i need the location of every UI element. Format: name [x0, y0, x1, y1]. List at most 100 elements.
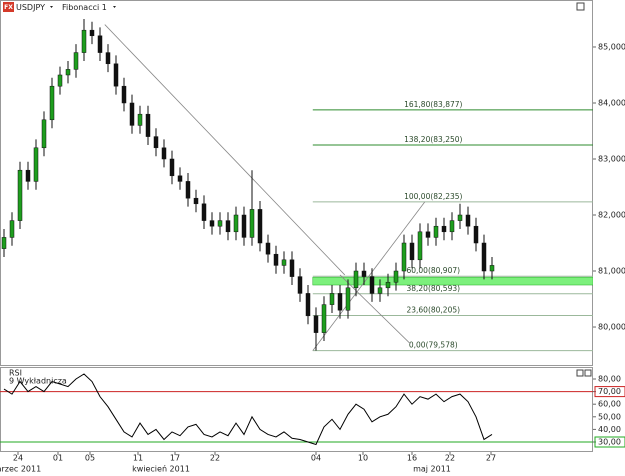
trend-line — [339, 274, 411, 345]
candle-body — [177, 175, 183, 182]
y-tick-label: 85,000 — [598, 42, 625, 51]
month-label: marzec 2011 — [0, 465, 41, 474]
candle-body — [361, 270, 367, 277]
candle-body — [217, 220, 223, 227]
candle-body — [97, 35, 103, 53]
rsi-panel — [0, 367, 593, 452]
candle-body — [209, 220, 215, 227]
candle-body — [417, 231, 423, 261]
candle-body — [1, 237, 7, 249]
x-tick-label: 22 — [210, 454, 220, 463]
price-plot: 161,80(83,877) 138,20(83,250) 100,00(82,23… — [1, 18, 593, 352]
candle-body — [425, 231, 431, 238]
rsi-subtitle: 9 Wykładnicza — [9, 377, 67, 386]
rsi-line — [3, 373, 493, 446]
x-tick-label: 17 — [170, 454, 180, 463]
x-tick-label: 16 — [407, 454, 417, 463]
x-tick-label: 01 — [53, 454, 63, 463]
maximize-button[interactable] — [576, 2, 585, 11]
trend-line — [104, 24, 346, 276]
fib-label: 60,00(80,907) — [406, 266, 460, 275]
x-tick-label: 10 — [358, 454, 368, 463]
fib-label: 38,20(80,593) — [406, 284, 460, 293]
y-tick-label: 50,00 — [598, 412, 621, 421]
axes: 80,000 81,000 82,000 83,000 84,000 85,000 30,0… — [0, 42, 625, 474]
candle-body — [337, 293, 343, 311]
candle-body — [449, 220, 455, 233]
candle-body — [345, 287, 351, 311]
candle-body — [305, 293, 311, 317]
candle-body — [121, 85, 127, 104]
candle-body — [57, 74, 63, 87]
x-tick-label: 04 — [311, 454, 321, 463]
candle-body — [313, 315, 319, 333]
y-tick-label: 70,00 — [598, 387, 621, 396]
candle-body — [409, 242, 415, 261]
candle-body — [129, 102, 135, 126]
candle-body — [225, 220, 231, 233]
candle-body — [401, 242, 407, 272]
candle-body — [329, 293, 335, 305]
y-tick-label: 81,000 — [598, 267, 625, 276]
candle-body — [241, 214, 247, 238]
y-tick-label: 83,000 — [598, 154, 625, 163]
dropdown-arrow[interactable] — [50, 6, 53, 8]
x-tick-label: 27 — [486, 454, 496, 463]
template[interactable]: Fibonacci 1 — [62, 3, 107, 12]
fib-label: 23,60(80,205) — [406, 306, 460, 315]
candle-body — [17, 169, 23, 221]
candle-body — [257, 209, 263, 244]
x-tick-label: 22 — [445, 454, 455, 463]
y-tick-label: 82,000 — [598, 211, 625, 220]
candle-body — [353, 270, 359, 289]
candle-body — [481, 242, 487, 272]
fib-label: 100,00(82,235) — [404, 192, 462, 201]
close-button[interactable] — [584, 369, 592, 377]
candle-body — [433, 225, 439, 238]
candle-body — [473, 225, 479, 244]
icon-text: FX — [4, 4, 13, 11]
candle-body — [249, 209, 255, 238]
x-tick-label: 24 — [13, 454, 23, 463]
candle-body — [25, 169, 31, 182]
candle-body — [377, 287, 383, 294]
candle-body — [273, 253, 279, 266]
x-tick-label: 05 — [85, 454, 95, 463]
symbol-icon[interactable] — [3, 2, 14, 12]
candle-body — [81, 29, 87, 53]
candle-body — [33, 147, 39, 182]
y-tick-label: 84,000 — [598, 98, 625, 107]
candle-body — [73, 52, 79, 70]
candle-body — [297, 276, 303, 294]
fib-label: 161,80(83,877) — [404, 100, 462, 109]
rsi-plot — [0, 373, 593, 446]
dropdown-arrow[interactable] — [113, 6, 116, 8]
month-label: kwiecień 2011 — [132, 465, 190, 474]
candle-body — [265, 242, 271, 255]
candle-body — [137, 113, 143, 126]
candle-body — [385, 281, 391, 289]
trend-line — [312, 201, 426, 351]
fib-label: 138,20(83,250) — [404, 135, 462, 144]
candle-body — [9, 220, 15, 238]
candle-body — [105, 52, 111, 65]
zone — [312, 276, 593, 286]
fib-label: 0,00(79,578) — [409, 341, 458, 350]
candle-body — [281, 259, 287, 266]
candle-body — [169, 158, 175, 177]
candle-body — [321, 304, 327, 333]
y-tick-label: 30,00 — [598, 437, 621, 446]
symbol[interactable]: USDJPY — [16, 3, 45, 12]
candle-body — [193, 197, 199, 205]
candle-body — [113, 63, 119, 87]
candle-body — [41, 119, 47, 149]
candle-body — [153, 136, 159, 149]
candle-body — [161, 147, 167, 160]
candle-body — [201, 203, 207, 221]
candle-body — [145, 113, 151, 137]
y-tick-label: 60,00 — [598, 400, 621, 409]
candle-body — [89, 29, 95, 37]
candle-body — [49, 85, 55, 121]
maximize-button[interactable] — [576, 369, 584, 377]
